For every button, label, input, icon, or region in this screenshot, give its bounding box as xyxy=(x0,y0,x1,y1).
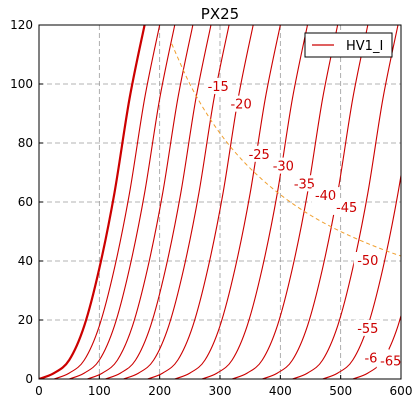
curve-label-bg xyxy=(290,175,319,192)
plate-curve-neg5 xyxy=(53,25,161,379)
y-tick-label: 20 xyxy=(18,313,33,327)
y-tick-label: 120 xyxy=(10,18,33,32)
x-tick-label: 300 xyxy=(209,384,232,398)
axis-ticks: 0 100 200 300 400 500 600 0 20 40 60 80 100 120 xyxy=(10,18,412,398)
y-tick-label: 80 xyxy=(18,136,33,150)
x-tick-label: 100 xyxy=(88,384,111,398)
plate-curve-neg20 xyxy=(105,25,212,379)
curve-labels: -15-20-25-30-35-40-45-50-55-60-65 xyxy=(204,77,405,369)
curve-label: -55 xyxy=(357,322,378,337)
x-tick-label: 600 xyxy=(390,384,413,398)
plate-curve-0 xyxy=(39,25,146,379)
curve-label: -45 xyxy=(336,201,357,216)
curve-label: -25 xyxy=(249,148,270,163)
curve-label-bg xyxy=(353,319,382,336)
curve-label: -20 xyxy=(230,98,251,113)
x-tick-label: 200 xyxy=(148,384,171,398)
curve-label: -65 xyxy=(380,354,401,369)
x-tick-label: 500 xyxy=(329,384,352,398)
curve-label: -15 xyxy=(208,80,229,95)
chart-title: PX25 xyxy=(201,5,239,23)
legend-label: HV1_I xyxy=(346,39,383,54)
curve-label-bg xyxy=(245,145,274,162)
plate-curve-neg35 xyxy=(174,25,281,379)
curve-label: -40 xyxy=(315,189,336,204)
curve-label-bg xyxy=(227,95,256,112)
curve-label-bg xyxy=(376,352,405,369)
plate-curve-neg45 xyxy=(231,25,339,379)
curve-label-bg xyxy=(311,187,340,204)
curve-label: -50 xyxy=(357,254,378,269)
plot-frame xyxy=(38,24,402,380)
plate-curve-neg15 xyxy=(87,25,194,379)
legend: HV1_I xyxy=(304,32,393,58)
curve-label-bg xyxy=(332,198,361,215)
dissipation-curve-layer xyxy=(171,43,401,257)
x-tick-label: 400 xyxy=(269,384,292,398)
plate-curve-neg50 xyxy=(262,25,369,379)
y-tick-label: 40 xyxy=(18,254,33,268)
y-tick-label: 100 xyxy=(10,77,33,91)
curve-label-bg xyxy=(269,157,298,174)
plate-curve-neg10 xyxy=(68,25,176,379)
curve-label: -35 xyxy=(294,177,315,192)
plate-curve-neg60 xyxy=(322,172,401,379)
plate-curve-neg55 xyxy=(292,25,399,379)
max-dissipation-curve xyxy=(171,43,401,257)
curve-label-bg xyxy=(204,77,233,94)
y-tick-label: 0 xyxy=(25,372,33,386)
plate-curve-neg25 xyxy=(123,25,230,379)
curve-label: -30 xyxy=(273,160,294,175)
y-tick-label: 60 xyxy=(18,195,33,209)
x-tick-label: 0 xyxy=(35,384,43,398)
plate-curves xyxy=(39,25,401,379)
plate-curve-neg40 xyxy=(201,25,309,379)
curve-label-bg xyxy=(353,252,382,268)
